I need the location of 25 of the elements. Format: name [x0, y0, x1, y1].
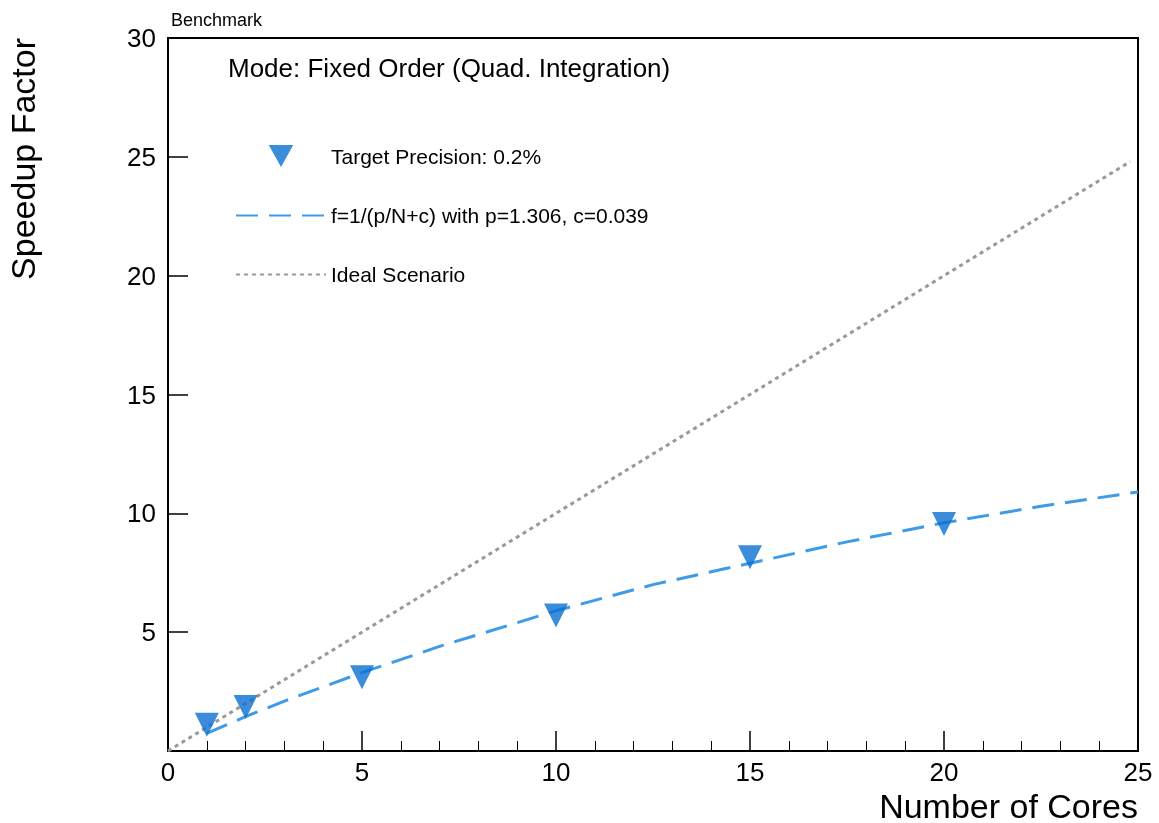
y-tick-label: 30	[127, 23, 156, 53]
x-tick-label: 15	[735, 757, 765, 787]
legend-label: Target Precision: 0.2%	[331, 144, 542, 168]
point	[738, 545, 762, 570]
y-tick-label: 20	[127, 260, 156, 291]
point	[932, 512, 956, 537]
point	[544, 603, 568, 628]
point	[233, 695, 258, 720]
x-tick-label: 10	[541, 757, 571, 787]
legend-label: Ideal Scenario	[331, 263, 466, 286]
point	[350, 665, 374, 690]
y-tick-label: 10	[127, 498, 156, 529]
y-tick-label: 5	[141, 617, 156, 648]
y-tick-label: 15	[127, 379, 156, 410]
annotation: Mode: Fixed Order (Quad. Integration)	[228, 53, 671, 83]
point	[194, 712, 219, 737]
x-tick-label: 20	[929, 757, 959, 787]
x-tick-label: 5	[354, 757, 370, 787]
chart-title: Benchmark	[171, 10, 264, 30]
x-axis-title: Number of Cores	[879, 787, 1138, 823]
legend-label: f=1/(p/N+c) with p=1.306, c=0.039	[331, 204, 649, 227]
x-tick-label: 25	[1123, 757, 1153, 787]
x-tick-label: 0	[160, 757, 176, 787]
y-axis-title: Speedup Factor	[4, 38, 42, 280]
y-tick-label: 25	[127, 141, 156, 172]
